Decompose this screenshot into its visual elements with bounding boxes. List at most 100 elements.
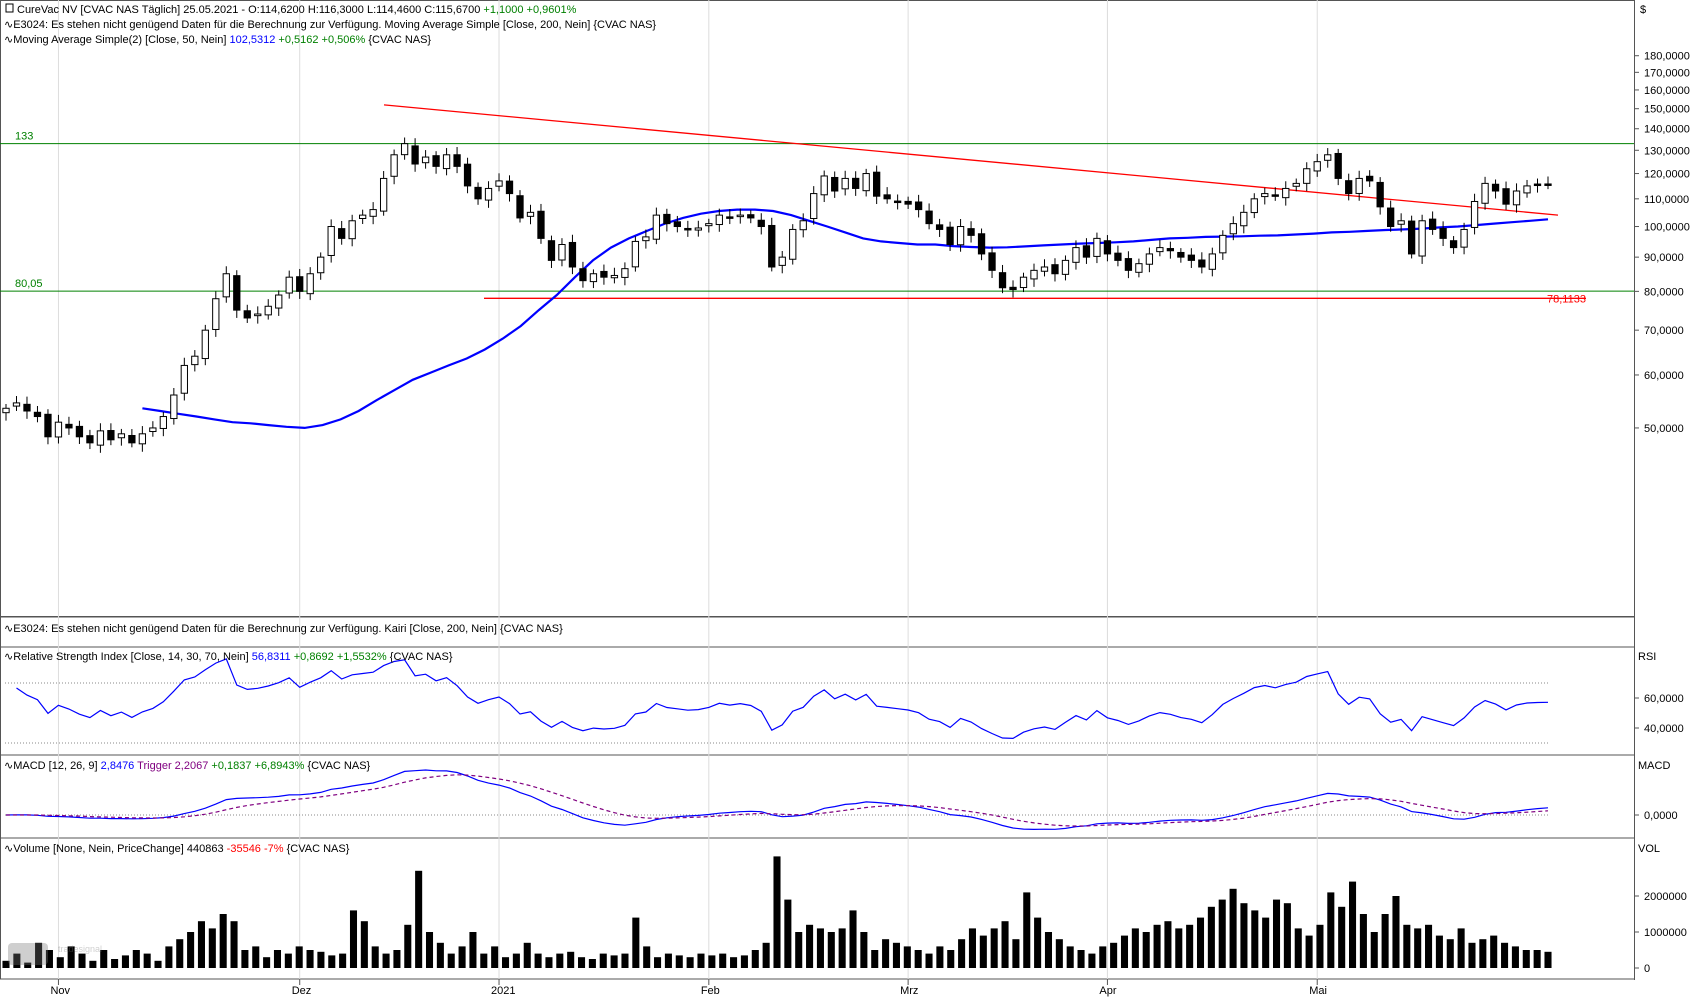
price-tick-label: 160,0000 (1644, 85, 1690, 97)
volume-bar (295, 946, 303, 968)
price-axis: 180,0000 170,0000 160,0000 150,0000 140,0000… (1634, 51, 1690, 435)
volume-bar (1381, 914, 1389, 968)
candle-body (768, 224, 776, 268)
candle-body (747, 214, 755, 219)
candle-body (1208, 253, 1216, 270)
volume-bar (187, 932, 195, 968)
volume-bar (1403, 924, 1411, 968)
price-tick-label: 180,0000 (1644, 51, 1690, 63)
currency-label: $ (1640, 4, 1646, 16)
volume-bar (958, 939, 966, 968)
checkbox-icon[interactable] (5, 3, 14, 13)
volume-bar (1099, 946, 1107, 968)
volume-bar (1446, 939, 1454, 968)
volume-bar (56, 957, 64, 968)
volume-bar (1218, 899, 1226, 968)
level-lines: 133 80,05 78,1133 (0, 104, 1634, 305)
month-label: Apr (1099, 985, 1116, 997)
candle-body (568, 241, 577, 268)
sub-panel-axes: 60,0000 40,0000 0,0000 2000000 1000000 0 (1634, 693, 1687, 975)
candle-body (33, 411, 42, 418)
candle-body (1460, 228, 1468, 248)
candle-body (1177, 251, 1185, 258)
candle-body (956, 226, 965, 246)
volume-bar (1034, 917, 1042, 968)
volume-bar (1196, 917, 1205, 968)
volume-header: ∿Volume [None, Nein, PriceChange] 440863… (4, 843, 350, 855)
candle-body (75, 425, 84, 438)
volume-bar (773, 856, 781, 968)
volume-bar (143, 953, 151, 968)
candle-body (1082, 245, 1091, 258)
candle-body (1387, 207, 1395, 228)
candle-body (159, 416, 167, 429)
rsi-header: ∿Relative Strength Index [Close, 14, 30,… (4, 651, 453, 663)
rsi-tick-label: 60,0000 (1644, 693, 1684, 705)
macd-axis-title: MACD (1638, 760, 1670, 772)
candle-body (1271, 194, 1279, 197)
volume-bar (241, 950, 249, 968)
volume-bar (1327, 892, 1335, 968)
price-tick-label: 130,0000 (1644, 145, 1690, 157)
volume-bar (1272, 899, 1281, 968)
candle-body (1072, 247, 1080, 263)
volume-bar (534, 953, 542, 968)
candle-body (1019, 276, 1028, 289)
candle-body (1229, 223, 1237, 235)
month-label: Mai (1309, 985, 1327, 997)
volume-bar (860, 932, 868, 968)
volume-bar (806, 924, 814, 968)
volume-bar (273, 950, 282, 968)
volume-bar (339, 953, 347, 968)
rsi-axis-title: RSI (1638, 651, 1656, 663)
volume-bar (480, 953, 488, 968)
month-label: 2021 (491, 985, 515, 997)
candle-body (757, 219, 765, 228)
candle-body (505, 180, 514, 195)
month-label: Mrz (900, 985, 918, 997)
candle-body (694, 227, 702, 231)
volume-bar (208, 928, 216, 968)
volume-bar (1055, 939, 1063, 968)
volume-bar (1338, 906, 1346, 968)
candle-body (621, 268, 629, 278)
kairi-warning-text: E3024: Es stehen nicht genügend Daten fü… (13, 623, 563, 635)
volume-bar (1186, 924, 1194, 968)
volume-bar (903, 946, 911, 968)
candle-body (547, 240, 556, 261)
candle-body (432, 155, 440, 167)
candle-body (453, 154, 461, 167)
volume-bar (654, 957, 662, 968)
watermark-text: tradesignal (58, 944, 102, 954)
macd-value: 2,8476 (101, 760, 135, 772)
candle-body (1512, 190, 1521, 206)
candle-body (275, 294, 283, 309)
candle-body (1093, 237, 1101, 257)
candle-body (914, 201, 923, 211)
volume-bar (360, 921, 368, 968)
volume-bar (45, 950, 53, 968)
candle-body (421, 156, 430, 164)
candle-body (411, 145, 419, 165)
volume-bar (1164, 921, 1172, 968)
volume-bar (425, 932, 434, 968)
volume-bar (1522, 950, 1530, 968)
macd-trigger-line (6, 774, 1549, 827)
month-axis: Nov Dez 2021 Feb Mrz Apr Mai (50, 979, 1327, 997)
candle-body (610, 274, 619, 279)
volume-bar (1305, 935, 1313, 968)
candle-body (736, 214, 744, 218)
candle-body (589, 273, 598, 283)
volume-bar (89, 960, 97, 968)
candle-body (516, 195, 524, 219)
volume-bar (578, 957, 586, 968)
candle-body (96, 430, 105, 446)
candle-body (317, 256, 325, 274)
candle-body (841, 177, 849, 190)
candle-body (442, 154, 451, 170)
candle-body (1407, 220, 1416, 255)
candle-body (1313, 161, 1321, 172)
volume-bar (1370, 932, 1378, 968)
candle-body (390, 154, 398, 177)
volume-bar (1142, 932, 1150, 968)
